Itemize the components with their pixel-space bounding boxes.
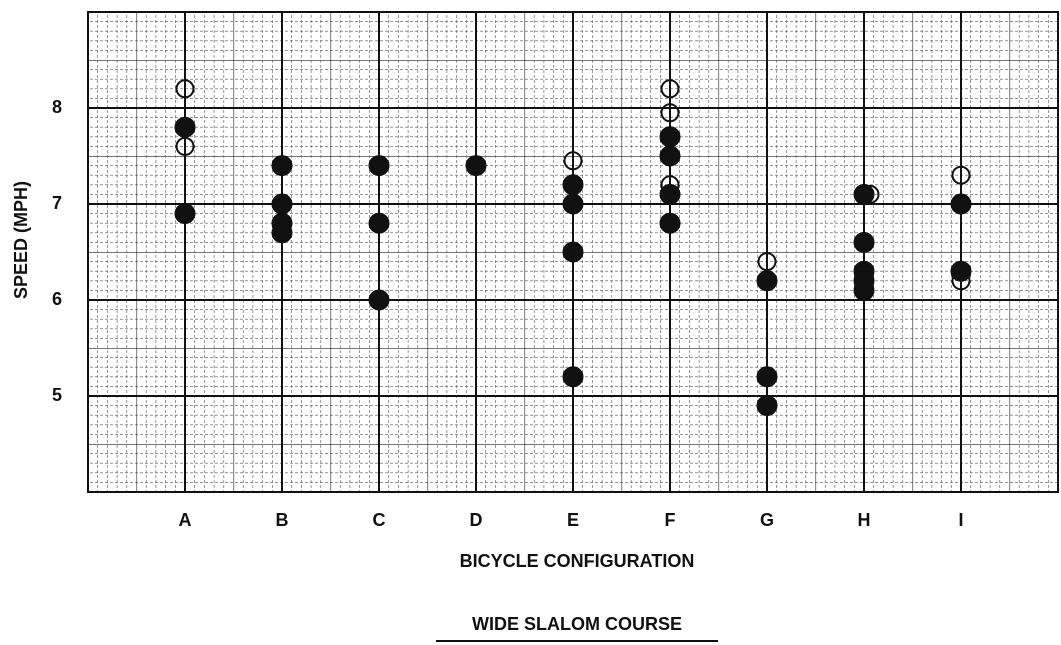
- filled-point: [950, 193, 972, 215]
- caption: WIDE SLALOM COURSE: [472, 614, 682, 634]
- open-point: [660, 175, 680, 195]
- filled-point: [368, 155, 390, 177]
- filled-point: [853, 231, 875, 253]
- open-point: [175, 79, 195, 99]
- filled-point: [853, 279, 875, 301]
- x-axis-label: BICYCLE CONFIGURATION: [460, 551, 695, 571]
- x-tick-label: I: [958, 510, 963, 530]
- x-tick-label: G: [760, 510, 774, 530]
- y-tick-label: 7: [52, 193, 62, 213]
- filled-point: [271, 222, 293, 244]
- filled-point: [659, 212, 681, 234]
- filled-point: [853, 183, 875, 205]
- filled-point: [659, 126, 681, 148]
- y-tick-label: 8: [52, 97, 62, 117]
- y-tick-label: 6: [52, 289, 62, 309]
- filled-point: [562, 174, 584, 196]
- open-point: [951, 271, 971, 291]
- filled-point: [368, 212, 390, 234]
- x-tick-label: B: [276, 510, 289, 530]
- x-tick-label: H: [858, 510, 871, 530]
- filled-point: [756, 270, 778, 292]
- x-tick-label: C: [373, 510, 386, 530]
- open-point: [563, 151, 583, 171]
- open-point: [860, 184, 880, 204]
- filled-point: [756, 366, 778, 388]
- filled-point: [659, 145, 681, 167]
- filled-point: [271, 193, 293, 215]
- filled-point: [271, 155, 293, 177]
- filled-point: [756, 395, 778, 417]
- filled-point: [465, 155, 487, 177]
- filled-point: [659, 183, 681, 205]
- filled-point: [950, 260, 972, 282]
- y-tick-label: 5: [52, 385, 62, 405]
- filled-point: [174, 116, 196, 138]
- filled-point: [174, 203, 196, 225]
- filled-point: [368, 289, 390, 311]
- x-tick-label: E: [567, 510, 579, 530]
- x-tick-label: A: [179, 510, 192, 530]
- open-point: [951, 165, 971, 185]
- open-point: [757, 252, 777, 272]
- x-tick-label: D: [470, 510, 483, 530]
- filled-point: [562, 193, 584, 215]
- y-axis-label: SPEED (MPH): [11, 181, 31, 299]
- open-point: [660, 79, 680, 99]
- open-point: [660, 103, 680, 123]
- filled-point: [562, 241, 584, 263]
- filled-point: [562, 366, 584, 388]
- x-tick-label: F: [665, 510, 676, 530]
- open-point: [175, 136, 195, 156]
